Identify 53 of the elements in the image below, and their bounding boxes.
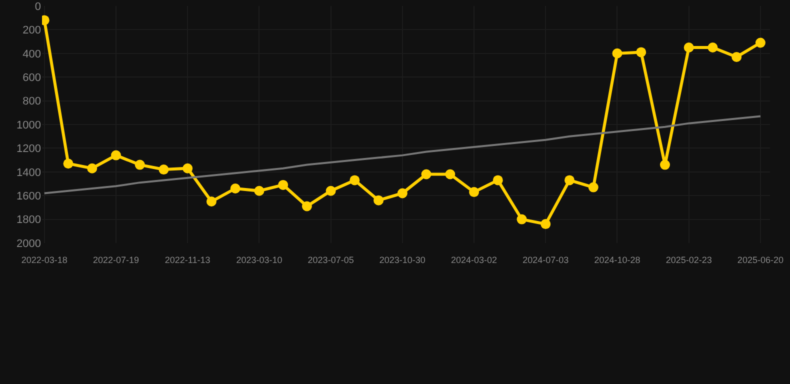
point [612,48,622,58]
y-tick-label: 1400 [16,166,41,179]
y-tick-label: 0 [34,0,41,13]
point [445,169,456,180]
point [684,42,694,52]
point [87,163,98,174]
point [708,42,718,52]
y-tick-label: 400 [22,48,41,60]
point [110,150,121,160]
point [540,219,551,230]
point [230,183,240,194]
y-tick-label: 800 [22,96,41,108]
point [326,186,336,196]
x-tick-label: 2022-03-18 [21,254,68,265]
x-tick-label: 2023-07-05 [308,254,354,265]
y-tick-label: 200 [22,24,41,37]
point [492,175,503,186]
y-tick-label: 1000 [16,119,41,132]
y-tick-label: 2000 [16,238,41,250]
point [374,195,384,206]
point [397,188,408,198]
x-tick-label: 2025-02-23 [666,254,712,265]
point [350,175,360,186]
point [182,163,193,174]
point [421,169,432,180]
x-tick-label: 2025-06-20 [737,254,784,265]
x-tick-label: 2023-10-30 [379,254,426,265]
point [254,186,264,196]
point [206,196,216,207]
point [302,201,312,212]
point [516,214,527,224]
x-tick-label: 2022-07-19 [92,254,140,265]
point [134,160,145,170]
x-tick-label: 2022-11-13 [164,254,210,265]
y-tick-label: 1800 [16,214,41,226]
x-tick-label: 2024-07-03 [522,254,569,265]
y-tick-label: 600 [22,72,41,84]
point [755,38,766,48]
point [564,175,574,186]
x-tick-label: 2024-10-28 [594,254,640,265]
y-tick-label: 1200 [16,143,41,156]
point [732,52,742,62]
point [660,160,670,170]
point [469,187,480,198]
point [588,182,598,192]
x-tick-label: 2023-03-10 [236,254,282,265]
point [63,158,74,169]
point [278,180,288,190]
point [636,47,646,58]
point [158,164,169,175]
y-tick-label: 1600 [16,190,41,202]
line-series [43,115,762,194]
x-tick-label: 2024-03-02 [451,254,498,265]
